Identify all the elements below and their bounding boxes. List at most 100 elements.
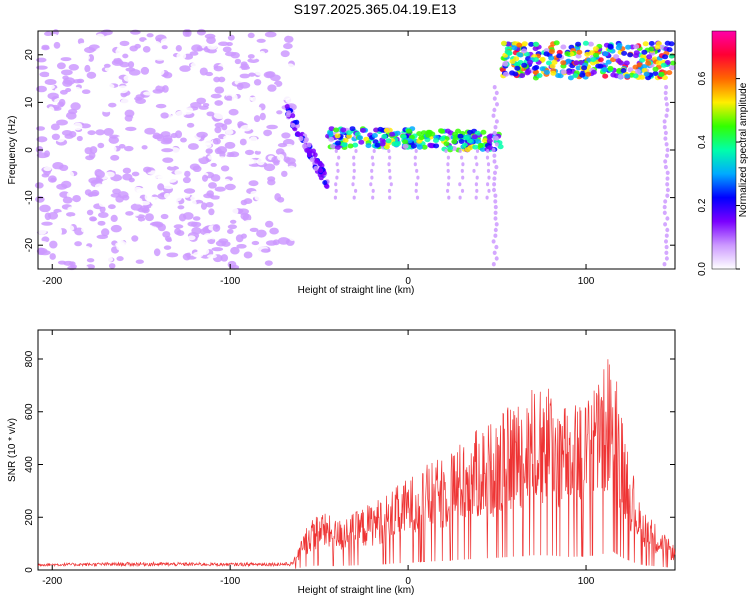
spectrogram-cell (666, 70, 673, 76)
spectrogram-cell (492, 96, 497, 101)
spectrogram-cell (81, 226, 90, 233)
spectrogram-cell (590, 69, 597, 75)
spectrogram-cell (136, 230, 146, 236)
spectrogram-cell (579, 72, 586, 78)
spectrogram-cell (416, 144, 423, 150)
spectrogram-cell (101, 256, 114, 263)
spectrogram-cell (482, 138, 488, 144)
spectrogram-cell (655, 60, 662, 66)
spectrogram-cell (248, 257, 260, 263)
spectrogram-cell (229, 207, 239, 216)
spectrogram-cell (474, 195, 478, 200)
spectrogram-cell (269, 227, 279, 235)
spectrogram-cell (236, 82, 244, 91)
spectrogram-cell (138, 173, 151, 182)
spectrogram-cell (269, 206, 280, 215)
spectrogram-cell (334, 145, 341, 150)
spectrogram-cell (72, 79, 82, 84)
spectrogram-cell (206, 254, 218, 259)
spectrogram-cell (665, 216, 670, 221)
spectrogram-cell (120, 214, 127, 220)
spectrogram-cell (122, 173, 133, 181)
spectrogram-cell (352, 142, 359, 148)
spectrogram-cell (256, 229, 267, 238)
spectrogram-cell (461, 162, 465, 167)
spectrogram-cell (475, 175, 479, 180)
spectrogram-cell (255, 106, 262, 112)
spectrogram-cell (111, 54, 120, 59)
spectrogram-cell (61, 148, 71, 154)
snr-x-label: Height of straight line (km) (298, 585, 415, 596)
spectrogram-cell (186, 83, 197, 91)
spectrogram-cell (155, 103, 167, 109)
x-tick-label: 100 (578, 576, 595, 587)
spectrogram-cell (48, 106, 55, 115)
spectrogram-cell (494, 256, 499, 261)
spectrogram-cell (175, 44, 182, 52)
spectrogram-cell (492, 176, 497, 181)
spectrogram-cell (416, 131, 423, 137)
spectrogram-cell (418, 135, 425, 141)
spectrogram-cell (125, 67, 136, 72)
spectrogram-cell (665, 187, 670, 193)
spectrogram-cell (177, 205, 185, 210)
spectrogram-cell (115, 195, 124, 203)
spectrogram-cell (452, 131, 459, 137)
spectrogram-cell (56, 183, 68, 190)
spectrogram-cell (216, 146, 228, 154)
spectrogram-cell (595, 63, 602, 69)
spectrogram-cell (162, 71, 173, 79)
spectrogram-cell (446, 188, 450, 193)
spectrogram-cell (485, 155, 490, 160)
spectrogram-cell (365, 143, 372, 149)
spectrogram-cell (78, 42, 91, 48)
spectrogram-cell (138, 201, 150, 206)
spectrogram-cell (212, 224, 221, 232)
spectrogram-cell (251, 240, 260, 246)
spectrogram-cell (548, 55, 555, 61)
spectrogram-cell (346, 130, 353, 136)
spectrogram-cell (43, 166, 52, 172)
spectrogram-cell (335, 140, 341, 146)
spectrogram-cell (57, 150, 64, 159)
spectrogram-cell (266, 41, 274, 49)
spectrogram-cell (134, 129, 141, 138)
spectrogram-cell (387, 162, 391, 167)
spectrogram-cell (492, 130, 497, 136)
spectrogram-cell (189, 199, 197, 208)
spectrogram-cell (35, 126, 46, 131)
spectrogram-cell (108, 263, 116, 269)
spectrogram-cell (532, 46, 539, 52)
spectrogram-cell (68, 63, 80, 71)
spectrogram-cell (289, 234, 296, 241)
spectrogram-cell (63, 244, 72, 250)
spectrogram-cell (214, 100, 224, 106)
spectrogram-cell (64, 41, 72, 47)
spectrogram-cell (433, 138, 439, 143)
spectrogram-cell (56, 62, 66, 70)
spectrogram-cell (62, 196, 73, 204)
spectrogram-cell (70, 102, 81, 111)
y-tick-label: -20 (24, 238, 35, 253)
spectrogram-cell (250, 190, 259, 197)
spectrogram-cell (162, 85, 169, 93)
spectrogram-cell (41, 221, 53, 226)
spectrogram-cell (371, 162, 375, 167)
spectrogram-cell (182, 90, 193, 99)
spectrogram-cell (210, 162, 217, 167)
spectrogram-cell (85, 155, 95, 161)
spectrogram-cell (240, 124, 252, 132)
spectrogram-cell (443, 141, 450, 147)
spectrogram-cell (266, 124, 278, 130)
spectrogram-cell (120, 98, 132, 106)
spectrogram-cell (67, 206, 79, 212)
spectrogram-cell (607, 65, 614, 71)
spectrogram-cell (475, 149, 480, 153)
spectrogram-cell (116, 256, 124, 262)
spectrogram-cell (68, 216, 77, 224)
spectrogram-cell (439, 128, 445, 134)
spectrogram-cell (86, 71, 97, 79)
spectrogram-cell (662, 54, 669, 60)
spectrogram-cell (93, 90, 100, 98)
spectrogram-cell (223, 118, 232, 125)
